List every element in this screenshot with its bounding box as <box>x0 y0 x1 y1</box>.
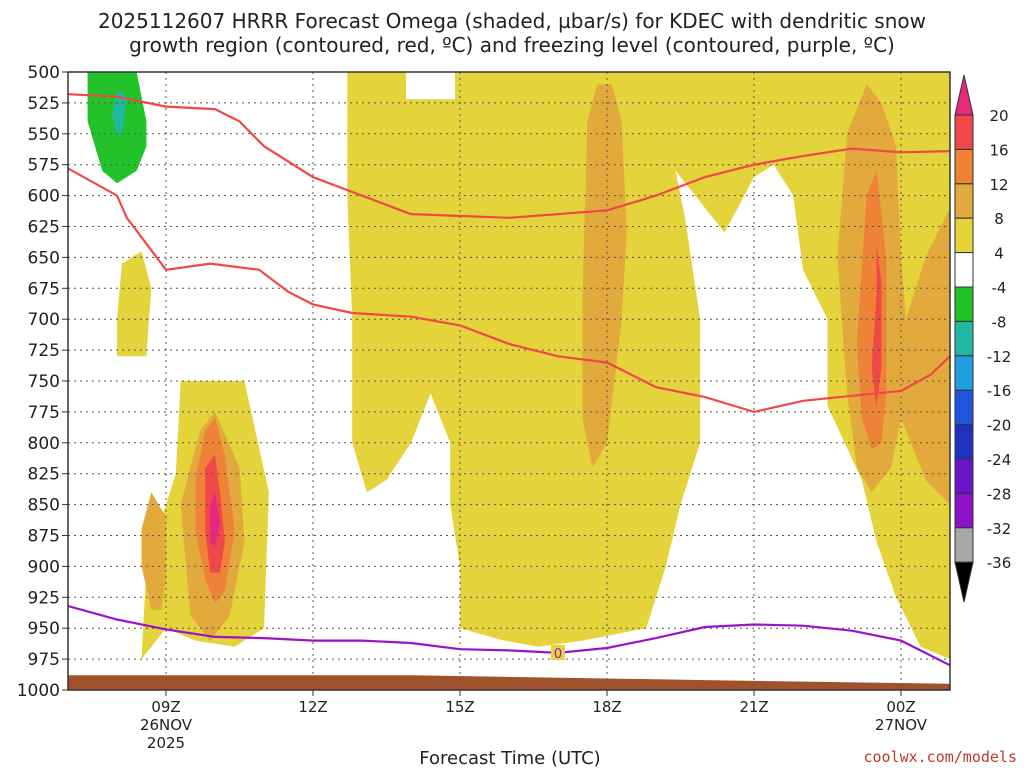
y-tick-label-650: 650 <box>28 248 60 268</box>
grid <box>68 72 950 690</box>
y-tick-label-625: 625 <box>28 218 60 238</box>
credit-text[interactable]: coolwx.com/models <box>863 748 1017 766</box>
x-tick-sublabel-27NOV: 27NOV <box>875 716 928 734</box>
colorbar-box-11 <box>954 458 974 494</box>
colorbar-label-neg16: -16 <box>987 382 1012 400</box>
omega-region-neg8-13 <box>112 90 127 134</box>
x-tick-label-09Z: 09Z <box>151 698 180 716</box>
y-tick-label-525: 525 <box>28 94 60 114</box>
terrain <box>68 675 950 690</box>
colorbar-bottom-arrow <box>954 561 974 603</box>
chart-title: 2025112607 HRRR Forecast Omega (shaded, … <box>98 9 926 57</box>
y-tick-label-600: 600 <box>28 187 60 207</box>
colorbar-label-neg28: -28 <box>987 485 1012 503</box>
omega-shading <box>87 72 950 660</box>
dendritic-contour-0 <box>68 93 950 219</box>
colorbar-label-16: 16 <box>989 141 1008 159</box>
y-tick-label-775: 775 <box>28 403 60 423</box>
x-tick-sublabel-2025: 2025 <box>147 734 185 752</box>
colorbar-label-neg24: -24 <box>987 451 1012 469</box>
y-tick-label-550: 550 <box>28 125 60 145</box>
omega-region-4-2 <box>347 72 950 660</box>
y-tick-label-950: 950 <box>28 619 60 639</box>
y-tick-label-1000: 1000 <box>17 681 60 701</box>
colorbar-label-neg8: -8 <box>992 313 1007 331</box>
colorbar-box-5 <box>954 252 974 288</box>
y-tick-label-925: 925 <box>28 588 60 608</box>
colorbar-label-20: 20 <box>989 107 1008 125</box>
colorbar-box-3 <box>954 183 974 219</box>
omega-region-4-1 <box>117 251 152 357</box>
y-tick-label-675: 675 <box>28 279 60 299</box>
x-axis-title: Forecast Time (UTC) <box>419 748 600 768</box>
y-tick-label-800: 800 <box>28 434 60 454</box>
omega-region-16-10 <box>871 245 882 406</box>
colorbar-box-1 <box>954 114 974 150</box>
y-tick-label-875: 875 <box>28 527 60 547</box>
freezing-level-label-bg <box>551 644 565 660</box>
freezing-level-contour <box>68 604 950 667</box>
y-tick-label-575: 575 <box>28 156 60 176</box>
colorbar-box-10 <box>954 424 974 460</box>
omega-region-8-3 <box>141 492 166 610</box>
colorbar-box-4 <box>954 217 974 254</box>
y-tick-label-700: 700 <box>28 310 60 330</box>
title-line-2: growth region (contoured, red, ºC) and f… <box>129 33 895 57</box>
colorbar-label-neg12: -12 <box>987 348 1012 366</box>
y-tick-label-975: 975 <box>28 650 60 670</box>
x-tick-label-00Z: 00Z <box>886 698 915 716</box>
x-tick-sublabel-26NOV: 26NOV <box>140 716 193 734</box>
colorbar: 20 16 12 8 4 -4 -8 -12 -16 -20 -24 -28 -32 -36 <box>954 74 1012 603</box>
y-tick-label-850: 850 <box>28 496 60 516</box>
colorbar-box-2 <box>954 148 974 185</box>
y-tick-label-500: 500 <box>28 63 60 83</box>
y-axis: 500 525 550 575 600 625 650 675 700 725 750 775 800 8… <box>17 63 68 701</box>
colorbar-box-9 <box>954 389 974 426</box>
x-tick-label-21Z: 21Z <box>739 698 768 716</box>
colorbar-box-12 <box>954 492 974 529</box>
colorbar-label-4: 4 <box>994 245 1004 263</box>
colorbar-label-neg36: -36 <box>987 554 1012 572</box>
omega-region-20-11 <box>210 492 220 548</box>
colorbar-box-7 <box>954 320 974 357</box>
x-tick-label-12Z: 12Z <box>298 698 327 716</box>
colorbar-label-neg20: -20 <box>987 417 1012 435</box>
y-tick-label-725: 725 <box>28 341 60 361</box>
x-tick-label-15Z: 15Z <box>445 698 474 716</box>
colorbar-box-6 <box>954 286 974 322</box>
y-tick-label-825: 825 <box>28 465 60 485</box>
title-line-1: 2025112607 HRRR Forecast Omega (shaded, … <box>98 9 926 33</box>
colorbar-box-13 <box>954 527 974 563</box>
contours: 0 <box>68 93 950 667</box>
colorbar-label-12: 12 <box>989 176 1008 194</box>
terrain-fill <box>68 675 950 690</box>
colorbar-box-8 <box>954 355 974 391</box>
colorbar-label-neg4: -4 <box>992 279 1007 297</box>
x-tick-label-18Z: 18Z <box>592 698 621 716</box>
colorbar-top-arrow <box>954 74 974 116</box>
y-tick-label-750: 750 <box>28 372 60 392</box>
colorbar-label-neg32: -32 <box>987 520 1012 538</box>
colorbar-label-8: 8 <box>994 210 1004 228</box>
freezing-level-label: 0 <box>554 647 562 662</box>
dendritic-contour-1 <box>68 167 950 414</box>
y-tick-label-900: 900 <box>28 557 60 577</box>
omega-region-8-5 <box>582 84 627 468</box>
